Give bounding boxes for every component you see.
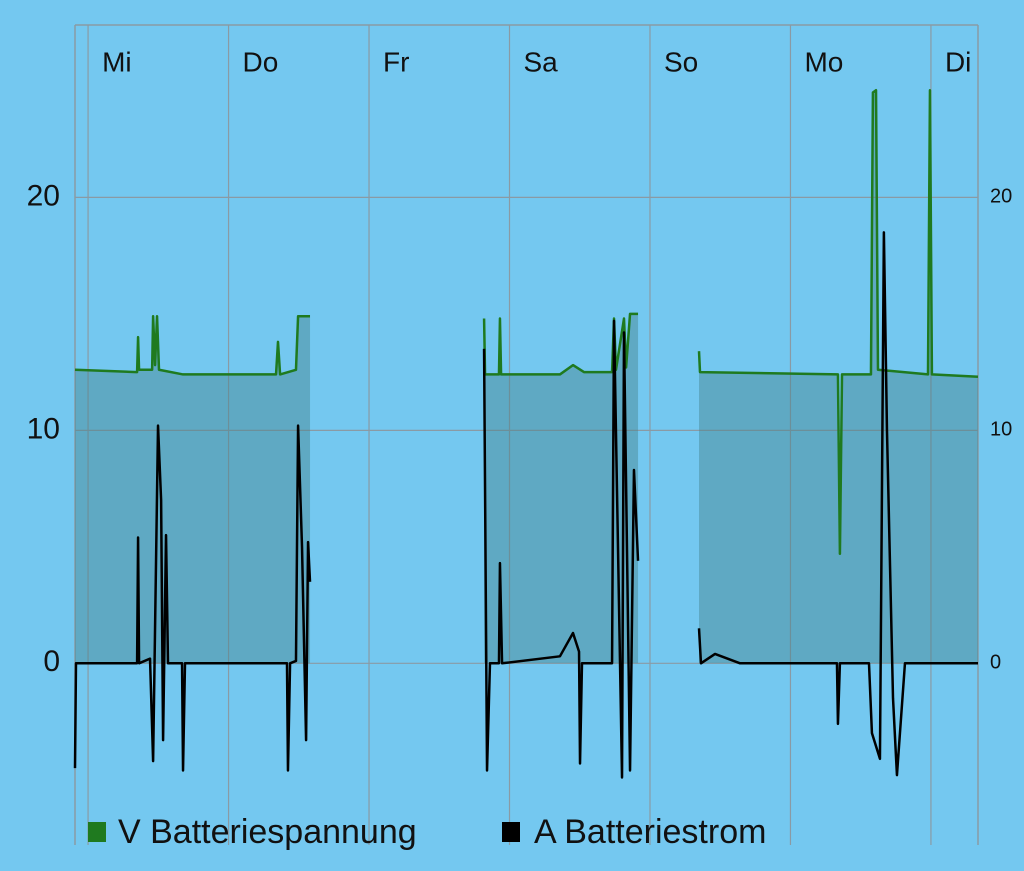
legend-swatch bbox=[88, 822, 106, 842]
x-tick-label: Do bbox=[243, 46, 279, 77]
x-tick-label: So bbox=[664, 46, 698, 77]
y2-tick-label: 10 bbox=[990, 419, 1012, 441]
legend-label: A Batteriestrom bbox=[534, 813, 766, 851]
line bbox=[73, 231, 978, 779]
x-tick-label: Mi bbox=[102, 46, 132, 77]
y-tick-label: 0 bbox=[43, 645, 60, 678]
y2-tick-label: 20 bbox=[990, 186, 1012, 208]
x-tick-label: Mo bbox=[804, 46, 843, 77]
x-tick-label: Di bbox=[945, 46, 971, 77]
y-tick-label: 10 bbox=[27, 412, 60, 445]
legend-swatch bbox=[502, 822, 520, 842]
legend-label: V Batteriespannung bbox=[118, 813, 417, 851]
x-tick-label: Fr bbox=[383, 46, 409, 77]
x-tick-label: Sa bbox=[524, 46, 559, 77]
legend: V Batteriespannung A Batteriestrom bbox=[88, 813, 766, 851]
y-tick-label: 20 bbox=[27, 179, 60, 212]
y2-tick-label: 0 bbox=[990, 652, 1001, 674]
